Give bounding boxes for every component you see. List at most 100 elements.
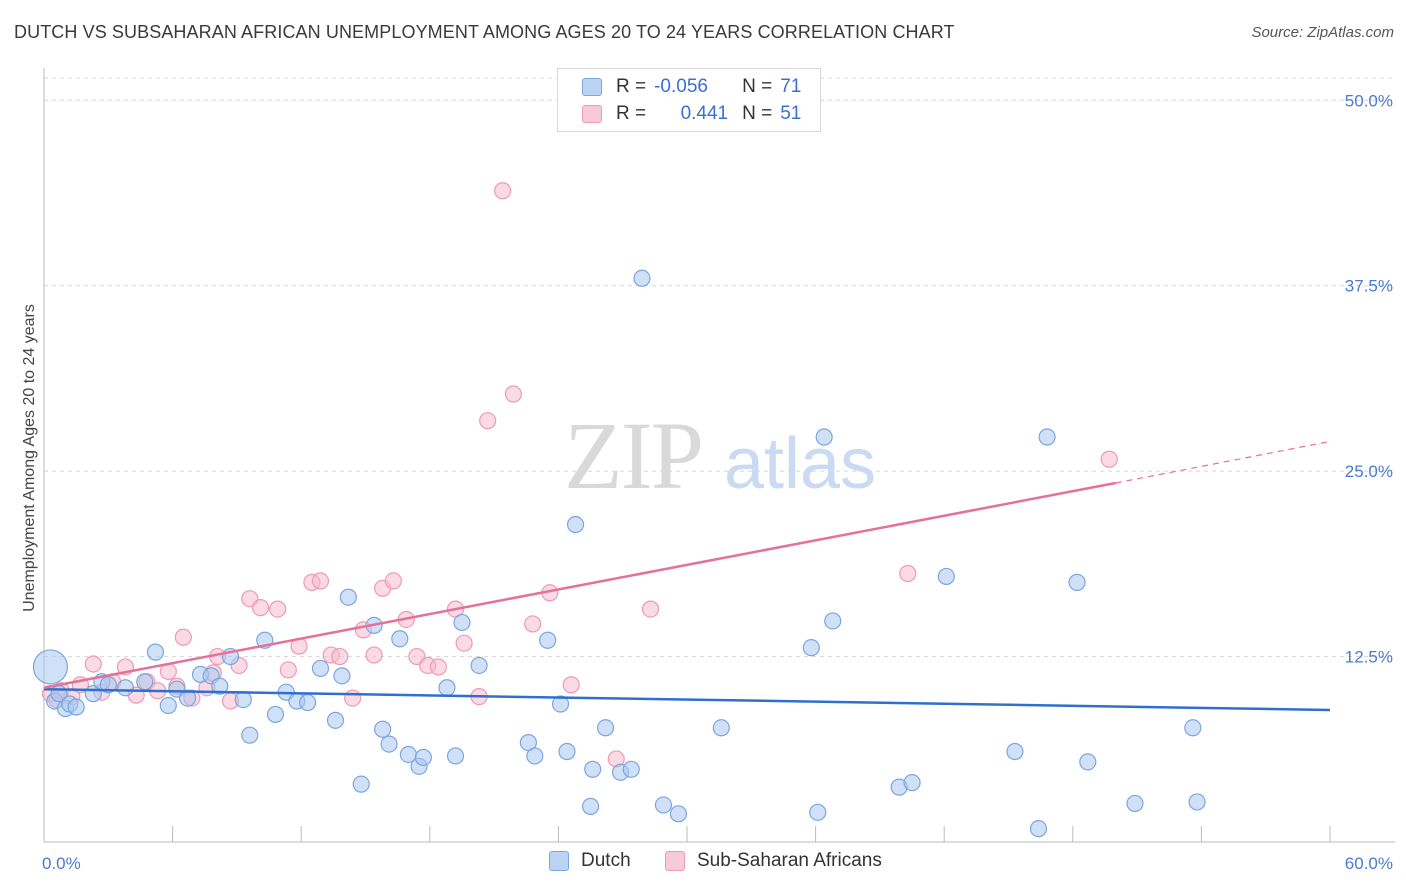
dutch-point (211, 677, 229, 695)
dutch-point (539, 631, 557, 649)
legend-label-dutch: Dutch (581, 850, 631, 871)
dutch-point (1188, 793, 1206, 811)
dutch-point (438, 679, 456, 697)
y-tick-label: 25.0% (1345, 462, 1393, 481)
ssa-point (331, 647, 349, 666)
dutch-point (299, 693, 317, 712)
dutch-point (326, 711, 345, 729)
watermark-atlas: atlas (724, 424, 876, 504)
dutch-point (446, 747, 465, 765)
legend-label-ssa: Sub-Saharan Africans (697, 850, 882, 871)
dutch-point (333, 667, 351, 685)
y-tick-labels: 12.5% 25.0% 37.5% 50.0% (1345, 91, 1393, 666)
legend-r-value-ssa: 0.441 (680, 103, 729, 124)
x-tick-label-max: 60.0% (1345, 854, 1393, 873)
legend-r-label: R = (616, 103, 647, 124)
ssa-point (174, 628, 192, 646)
dutch-point (815, 428, 833, 446)
ssa-point (384, 572, 402, 590)
dutch-point (391, 630, 409, 648)
dutch-point (622, 760, 640, 778)
legend-swatch-ssa (582, 105, 602, 123)
ssa-point (562, 676, 580, 694)
dutch-point (566, 515, 585, 534)
dutch-point (1184, 719, 1202, 737)
y-tick-label: 37.5% (1345, 277, 1393, 296)
dutch-point (241, 726, 259, 744)
dutch-point (32, 649, 69, 685)
chart-title: DUTCH VS SUBSAHARAN AFRICAN UNEMPLOYMENT… (14, 22, 955, 42)
dutch-point (903, 774, 921, 792)
ssa-point (899, 564, 917, 583)
ssa-point (479, 412, 497, 430)
legend-item-ssa[interactable]: Sub-Saharan Africans (665, 850, 882, 872)
ssa-point (269, 600, 287, 618)
dutch-point (654, 796, 673, 814)
ssa-point (344, 689, 362, 707)
dutch-point (809, 803, 827, 821)
dutch-point (633, 269, 651, 287)
trend-lines (43, 440, 1331, 712)
legend-row-dutch: R = -0.056 N = 71 (582, 75, 801, 99)
source-credit: Source: ZipAtlas.com (1251, 24, 1394, 41)
dutch-point (136, 673, 154, 691)
ssa-point (494, 182, 512, 200)
dutch-point (824, 612, 842, 630)
watermark-zip: ZIP (564, 402, 702, 509)
ssa-trend-extension (1115, 440, 1331, 484)
legend-n-label: N = (742, 103, 773, 124)
dutch-point (802, 639, 820, 657)
dutch-point (712, 719, 730, 737)
dutch-point (526, 747, 544, 765)
x-tick-label-min: 0.0% (42, 854, 81, 873)
dutch-point (1029, 820, 1048, 838)
dutch-point (67, 698, 85, 716)
legend-n-label: N = (742, 76, 773, 97)
x-tick-labels: 0.0% 60.0% (42, 854, 1393, 873)
dutch-point (1038, 428, 1056, 446)
dutch-point (596, 719, 615, 737)
legend-item-dutch[interactable]: Dutch (549, 850, 631, 872)
dutch-point (311, 659, 330, 678)
ssa-point (641, 600, 660, 618)
gridlines (44, 77, 1395, 658)
correlation-legend: R = -0.056 N = 71 R = 0.441 N = 51 (557, 68, 821, 132)
ssa-point (455, 634, 473, 652)
dutch-point (1079, 753, 1097, 771)
legend-r-value-dutch: -0.056 (654, 76, 708, 97)
dutch-point (159, 696, 177, 715)
dutch-point (179, 689, 197, 707)
dutch-point (937, 567, 955, 586)
dutch-point (470, 656, 488, 675)
ssa-point (429, 658, 447, 676)
dutch-point (374, 720, 392, 738)
y-tick-label: 12.5% (1345, 648, 1393, 667)
dutch-point (380, 735, 398, 753)
dutch-point (558, 742, 576, 761)
ssa-point (365, 646, 383, 664)
ssa-point (251, 599, 270, 617)
legend-swatch-ssa (665, 851, 685, 871)
ssa-point (84, 655, 102, 673)
ssa-point (279, 661, 297, 679)
ssa-point (524, 615, 542, 633)
y-tick-label: 50.0% (1345, 91, 1393, 110)
dutch-point (453, 613, 471, 632)
dutch-point (584, 760, 602, 778)
dutch-point (669, 805, 688, 823)
dutch-point (551, 695, 570, 713)
watermark: ZIP atlas (564, 402, 876, 509)
legend-swatch-dutch (549, 851, 569, 871)
dutch-point (1068, 573, 1086, 591)
dutch-point (99, 676, 117, 694)
legend-n-value-dutch: 71 (780, 76, 802, 97)
dutch-point (581, 797, 600, 815)
legend-row-ssa: R = 0.441 N = 51 (582, 102, 801, 126)
dutch-point (1126, 794, 1144, 813)
legend-r-label: R = (616, 76, 647, 97)
dutch-point (116, 679, 135, 697)
ssa-point (504, 385, 522, 403)
axes (43, 68, 1395, 843)
dutch-point (234, 690, 252, 709)
